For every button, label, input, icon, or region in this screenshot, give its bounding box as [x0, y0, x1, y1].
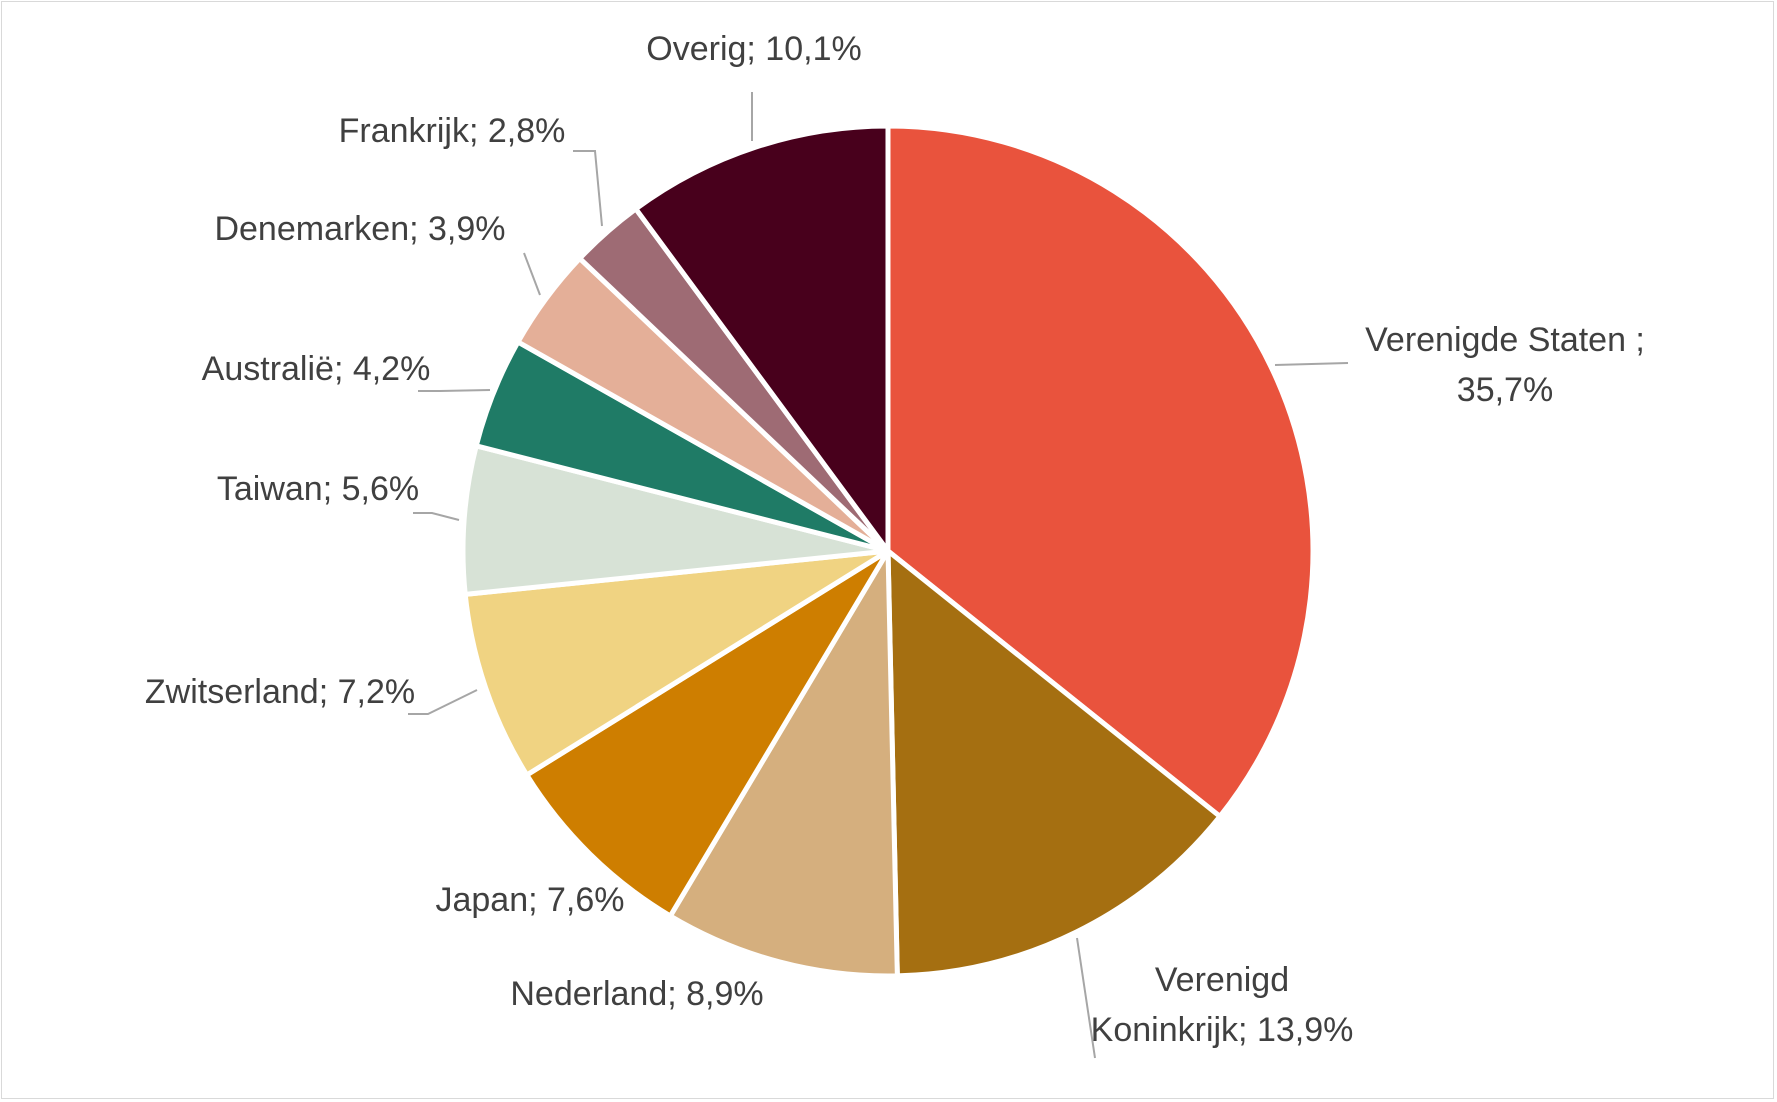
data-labels: Verenigde Staten ; 35,7% Verenigd Koninkrij… [145, 30, 1645, 1049]
data-label-line: Verenigd [1155, 961, 1289, 999]
data-label-line: Verenigde Staten ; [1365, 321, 1645, 359]
leader-line-australi- [418, 389, 491, 392]
data-label-line: Taiwan; 5,6% [217, 470, 419, 508]
slice-taiwan [460, 443, 891, 597]
data-label-line: Japan; 7,6% [435, 881, 624, 919]
leader-line-taiwan [413, 512, 460, 521]
data-label-australi-: Australië; 4,2% [202, 350, 431, 388]
slice-overig [633, 123, 891, 554]
leader-line-verenigde-staten [1274, 362, 1349, 366]
slice-japan [524, 548, 891, 919]
data-label-overig: Overig; 10,1% [646, 30, 861, 68]
data-label-line: Overig; 10,1% [646, 30, 861, 68]
data-label-taiwan: Taiwan; 5,6% [217, 470, 419, 508]
data-label-japan: Japan; 7,6% [435, 881, 624, 919]
data-label-line: Zwitserland; 7,2% [145, 673, 415, 711]
leader-line-zwitserland [408, 689, 478, 715]
data-label-denemarken: Denemarken; 3,9% [214, 210, 505, 248]
data-label-nederland: Nederland; 8,9% [510, 975, 763, 1013]
data-label-line: Denemarken; 3,9% [214, 210, 505, 248]
leader-line-frankrijk [573, 150, 603, 227]
data-label-zwitserland: Zwitserland; 7,2% [145, 673, 415, 711]
slice-zwitserland [462, 548, 891, 778]
data-label-verenigd-koninkrijk: Verenigd Koninkrijk; 13,9% [1091, 961, 1354, 1049]
data-label-verenigde-staten: Verenigde Staten ; 35,7% [1365, 321, 1645, 409]
leader-lines [408, 92, 1349, 1059]
data-label-line: Nederland; 8,9% [510, 975, 763, 1013]
slice-nederland [667, 548, 900, 979]
data-label-frankrijk: Frankrijk; 2,8% [339, 112, 566, 150]
slice-verenigde-staten [885, 123, 1316, 819]
leader-line-verenigd-koninkrijk [1076, 937, 1096, 1059]
data-label-line: Australië; 4,2% [202, 350, 431, 388]
slice-verenigd-koninkrijk [885, 548, 1223, 979]
data-label-line: 35,7% [1457, 371, 1553, 409]
data-label-line: Koninkrijk; 13,9% [1091, 1011, 1354, 1049]
pie-slices [460, 123, 1316, 979]
leader-line-denemarken [523, 252, 541, 296]
data-label-line: Frankrijk; 2,8% [339, 112, 566, 150]
